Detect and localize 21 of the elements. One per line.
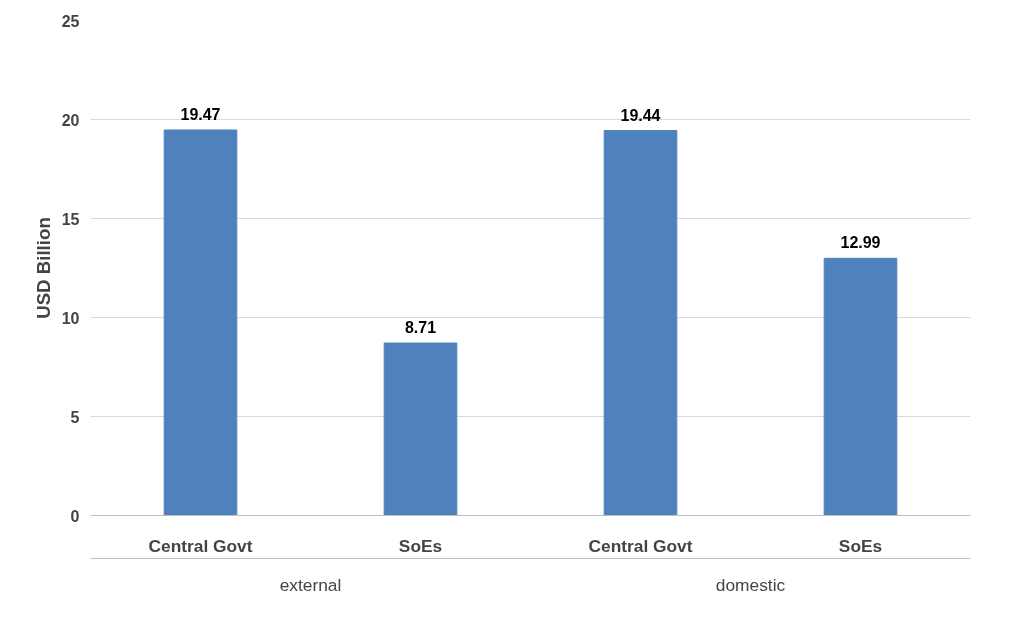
text: domestic bbox=[715, 574, 786, 595]
text: external bbox=[279, 574, 342, 595]
x-tick-label: SoEs bbox=[838, 535, 883, 556]
bar bbox=[823, 257, 898, 516]
y-tick-label: 0 bbox=[70, 507, 80, 525]
y-tick-label: 15 bbox=[61, 210, 80, 228]
bar bbox=[383, 342, 458, 516]
y-tick-label: 5 bbox=[70, 408, 80, 426]
y-axis-title: USD Billion bbox=[32, 217, 54, 319]
bar bbox=[163, 129, 238, 516]
y-tick-label: 20 bbox=[61, 111, 80, 129]
bar bbox=[603, 130, 678, 516]
y-tick-label: 10 bbox=[61, 309, 80, 327]
x-tick-label: Central Govt bbox=[148, 535, 253, 556]
data-label: 19.44 bbox=[620, 106, 661, 124]
x-tick-label: SoEs bbox=[398, 535, 443, 556]
data-label: 19.47 bbox=[180, 105, 221, 123]
x-tick-label: Central Govt bbox=[588, 535, 693, 556]
y-tick-label: 25 bbox=[61, 12, 80, 30]
data-label: 12.99 bbox=[840, 234, 881, 252]
data-label: 8.71 bbox=[404, 319, 437, 337]
